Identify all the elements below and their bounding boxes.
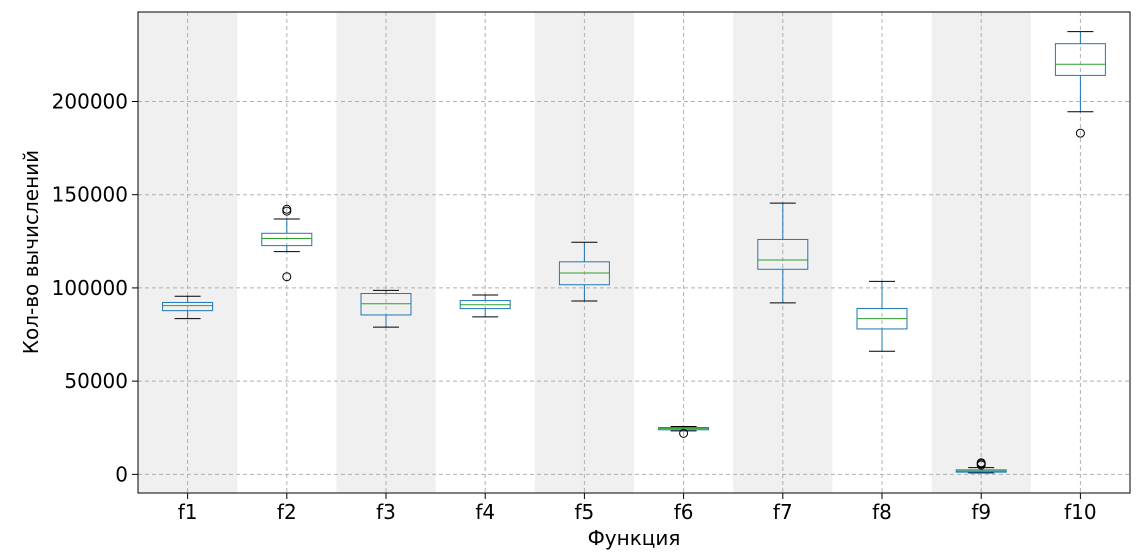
- box-iqr: [261, 232, 313, 247]
- outlier-point: [976, 458, 986, 468]
- outlier-point: [679, 428, 689, 438]
- x-axis-title: Функция: [588, 526, 681, 550]
- x-tick-label-f1: f1: [178, 500, 198, 524]
- outlier-point: [282, 272, 292, 282]
- box-f7: [757, 202, 809, 304]
- outlier-point: [282, 204, 292, 214]
- box-f10: [1054, 31, 1106, 138]
- box-f3: [360, 289, 412, 328]
- plot-frame: [137, 11, 1131, 494]
- box-f6: [658, 425, 710, 438]
- x-tick-label-f9: f9: [971, 500, 991, 524]
- y-axis-ticks: 0 50000 100000 150000 200000: [52, 89, 138, 486]
- x-tick-label-f6: f6: [674, 500, 694, 524]
- box-f2: [261, 204, 313, 282]
- y-tick-label: 100000: [52, 276, 128, 300]
- y-tick-label: 50000: [64, 369, 128, 393]
- x-tick-label-f5: f5: [575, 500, 595, 524]
- x-tick-label-f8: f8: [872, 500, 892, 524]
- box-series: [162, 31, 1106, 474]
- y-axis-title: Кол-во вычислений: [19, 150, 43, 354]
- x-tick-label-f10: f10: [1064, 500, 1097, 524]
- box-iqr: [162, 301, 214, 312]
- box-f1: [162, 295, 214, 320]
- box-iqr: [1054, 43, 1106, 76]
- x-tick-label-f2: f2: [277, 500, 297, 524]
- x-tick-label-f3: f3: [376, 500, 396, 524]
- box-f5: [558, 241, 610, 302]
- box-f9: [955, 458, 1007, 474]
- x-tick-label-f7: f7: [773, 500, 793, 524]
- grid-lines: [138, 12, 1130, 493]
- x-axis-ticks: f1 f2 f3 f4 f5 f6 f7 f8 f9 f10: [178, 493, 1097, 524]
- box-f8: [856, 280, 908, 352]
- box-iqr: [757, 238, 809, 270]
- y-tick-label: 0: [115, 462, 128, 486]
- outlier-point: [1075, 128, 1085, 138]
- x-tick-label-f4: f4: [475, 500, 495, 524]
- y-tick-label: 150000: [52, 183, 128, 207]
- y-tick-label: 200000: [52, 89, 128, 113]
- box-f4: [459, 294, 511, 318]
